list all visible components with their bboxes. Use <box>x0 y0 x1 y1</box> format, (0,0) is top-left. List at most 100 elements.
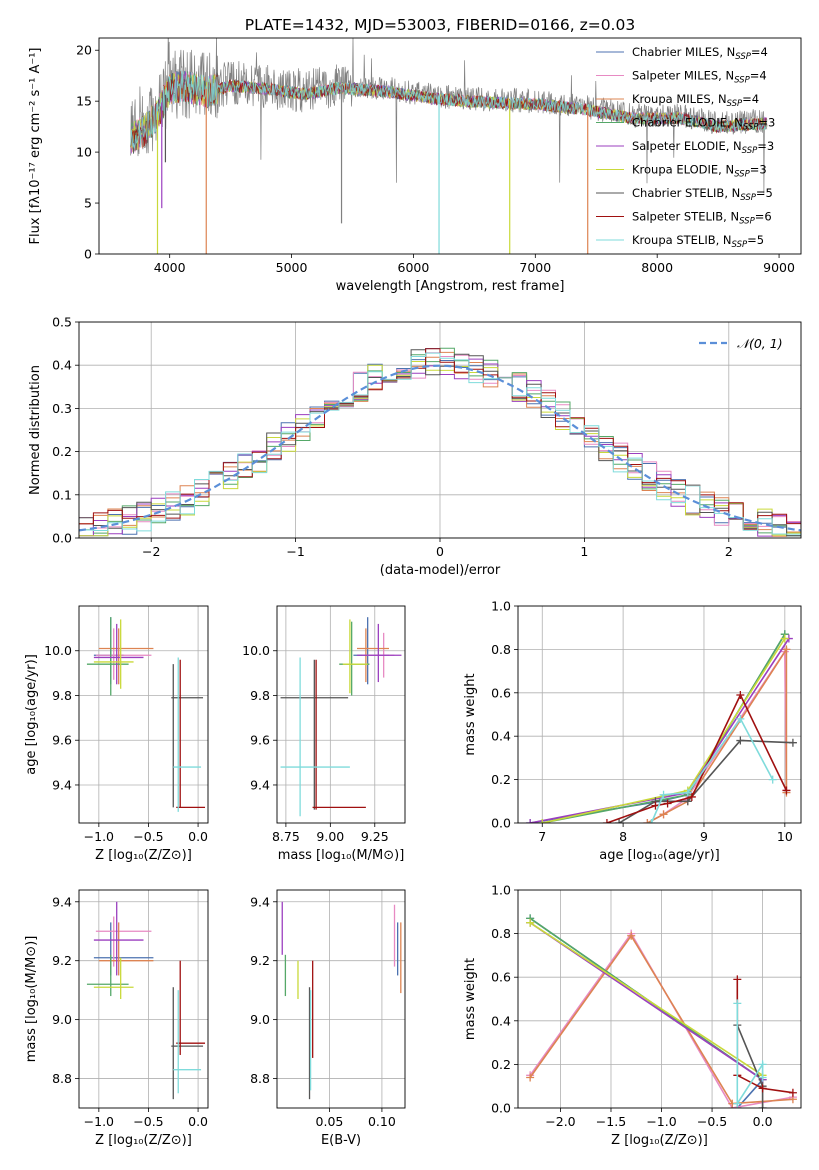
legend-entry: Chabrier STELIB, NSSP=5 <box>632 186 773 203</box>
y-tick-label: 10.0 <box>242 643 270 658</box>
plus-marker <box>683 788 692 797</box>
plus-marker <box>659 790 668 799</box>
x-tick-label: 8.75 <box>272 829 300 844</box>
legend-subscript: SSP <box>732 240 748 250</box>
x-axis-label: wavelength [Angstrom, rest frame] <box>336 279 565 294</box>
axes-frame <box>78 605 209 824</box>
y-tick-label: 9.4 <box>52 894 72 909</box>
plus-marker <box>758 1104 767 1108</box>
figure-title: PLATE=1432, MJD=53003, FIBERID=0166, z=0… <box>245 16 635 34</box>
plus-marker <box>736 736 745 745</box>
legend-suffix: =4 <box>750 69 767 83</box>
histogram-ks <box>79 352 801 537</box>
x-tick-label: 10 <box>777 829 793 844</box>
y-tick-label: 0.4 <box>491 729 511 744</box>
legend-entry: Chabrier ELODIE, NSSP=3 <box>632 116 775 133</box>
plus-marker <box>643 819 652 823</box>
plus-marker <box>788 1088 797 1097</box>
legend-entry: Salpeter ELODIE, NSSP=3 <box>632 139 774 156</box>
y-tick-label: 9.2 <box>52 953 72 968</box>
x-tick-label: 0.05 <box>316 1114 344 1129</box>
x-axis-label: Z [log₁₀(Z/Z⊙)] <box>95 1133 192 1148</box>
panel-mass-vs-ebv: 0.05 0.10 8.8 9.0 9.2 9.4 E(B-V) <box>250 889 406 1148</box>
y-tick-label: 0.8 <box>491 642 511 657</box>
x-axis-label: mass [log₁₀(M/M⊙)] <box>278 848 405 863</box>
y-axis-label: mass [log₁₀(M/M⊙)] <box>24 936 39 1063</box>
x-tick-label: 2 <box>725 544 733 559</box>
axes-frame <box>517 605 802 824</box>
plus-marker <box>733 975 742 984</box>
x-tick-label: 6000 <box>398 260 430 275</box>
legend-entry: Kroupa ELODIE, NSSP=3 <box>632 163 767 180</box>
x-tick-label: −0.5 <box>697 1114 727 1129</box>
x-tick-label: 8000 <box>641 260 673 275</box>
axes-frame <box>276 605 406 824</box>
y-tick-label: 20 <box>76 43 92 58</box>
legend-subscript: SSP <box>740 193 756 203</box>
legend-subscript: SSP <box>735 52 751 62</box>
legend-entry: Salpeter STELIB, NSSP=6 <box>632 210 772 227</box>
x-tick-label: −1.0 <box>646 1114 676 1129</box>
y-tick-label: 9.4 <box>250 894 270 909</box>
y-tick-label: 0.6 <box>491 970 511 985</box>
y-tick-label: 1.0 <box>491 883 511 898</box>
y-tick-label: 0.3 <box>52 401 72 416</box>
legend-entry: 𝒩(0, 1) <box>737 336 783 351</box>
x-axis-label: Z [log₁₀(Z/Z⊙)] <box>95 848 192 863</box>
legend-entry: Chabrier MILES, NSSP=4 <box>632 45 768 62</box>
y-tick-label: 0.6 <box>491 685 511 700</box>
x-axis-label: Z [log₁₀(Z/Z⊙)] <box>611 1133 708 1148</box>
plus-marker <box>782 645 791 654</box>
plus-marker <box>768 775 777 784</box>
plus-marker <box>758 1073 767 1082</box>
y-tick-label: 9.0 <box>250 1012 270 1027</box>
axes-frame <box>276 889 406 1109</box>
y-tick-label: 0.8 <box>491 926 511 941</box>
plus-marker <box>687 792 696 801</box>
legend-suffix: =4 <box>742 92 759 106</box>
legend-subscript: SSP <box>734 170 750 180</box>
y-tick-label: 0.0 <box>491 1101 511 1116</box>
legend-subscript: SSP <box>727 99 743 109</box>
x-tick-label: 0.0 <box>188 829 208 844</box>
legend-subscript: SSP <box>739 217 755 227</box>
x-tick-label: 0 <box>436 544 444 559</box>
panel-mass-weight-vs-z: −2.0 −1.5 −1.0 −0.5 0.0 0.0 0.2 0.4 0.6 0.8 1.0 Z [… <box>463 883 802 1148</box>
x-tick-label: −2 <box>142 544 160 559</box>
y-tick-label: 9.4 <box>250 777 270 792</box>
panel-mass-vs-z: −1.0 −0.5 0.0 8.8 9.0 9.2 9.4 Z [log₁₀(Z/Z⊙)] ma… <box>24 889 209 1148</box>
x-tick-label: 0.10 <box>368 1114 396 1129</box>
plus-marker <box>758 1084 767 1093</box>
x-tick-label: 9.25 <box>361 829 389 844</box>
plus-marker <box>538 819 547 823</box>
plus-marker <box>627 931 636 940</box>
x-tick-label: −1.0 <box>84 829 114 844</box>
plus-marker <box>758 1060 767 1069</box>
y-tick-label: 9.6 <box>250 733 270 748</box>
y-tick-label: 10 <box>76 145 92 160</box>
y-tick-label: 1.0 <box>491 599 511 614</box>
plot-area <box>79 606 208 823</box>
panel-age-vs-mass: 8.75 9.00 9.25 9.4 9.6 9.8 10.0 mass [log₁₀(M/M… <box>242 605 406 863</box>
plus-marker <box>615 819 624 823</box>
plot-area <box>277 606 405 823</box>
plus-marker <box>663 799 672 808</box>
weight-line-ss <box>606 693 788 823</box>
panel-mass-weight-vs-age: 7 8 9 10 0.0 0.2 0.4 0.6 0.8 1.0 age [log₁₀(age/yr… <box>463 599 802 863</box>
y-tick-label: 9.8 <box>52 688 72 703</box>
x-tick-label: 9000 <box>763 260 795 275</box>
x-tick-label: −1.0 <box>84 1114 114 1129</box>
plus-marker <box>733 1099 742 1108</box>
axes-frame <box>98 37 802 255</box>
x-tick-label: 0.0 <box>753 1114 773 1129</box>
y-tick-label: 0.2 <box>52 444 72 459</box>
x-tick-label: 7 <box>538 829 546 844</box>
axes-frame <box>78 889 209 1109</box>
legend-entry: Salpeter MILES, NSSP=4 <box>632 69 767 86</box>
y-tick-label: 0.4 <box>491 1013 511 1028</box>
y-axis-label: mass weight <box>463 958 478 1040</box>
model-spectrum-ks <box>130 70 768 149</box>
legend-subscript: SSP <box>734 76 750 86</box>
y-tick-label: 0.4 <box>52 358 72 373</box>
plus-marker <box>602 819 611 823</box>
